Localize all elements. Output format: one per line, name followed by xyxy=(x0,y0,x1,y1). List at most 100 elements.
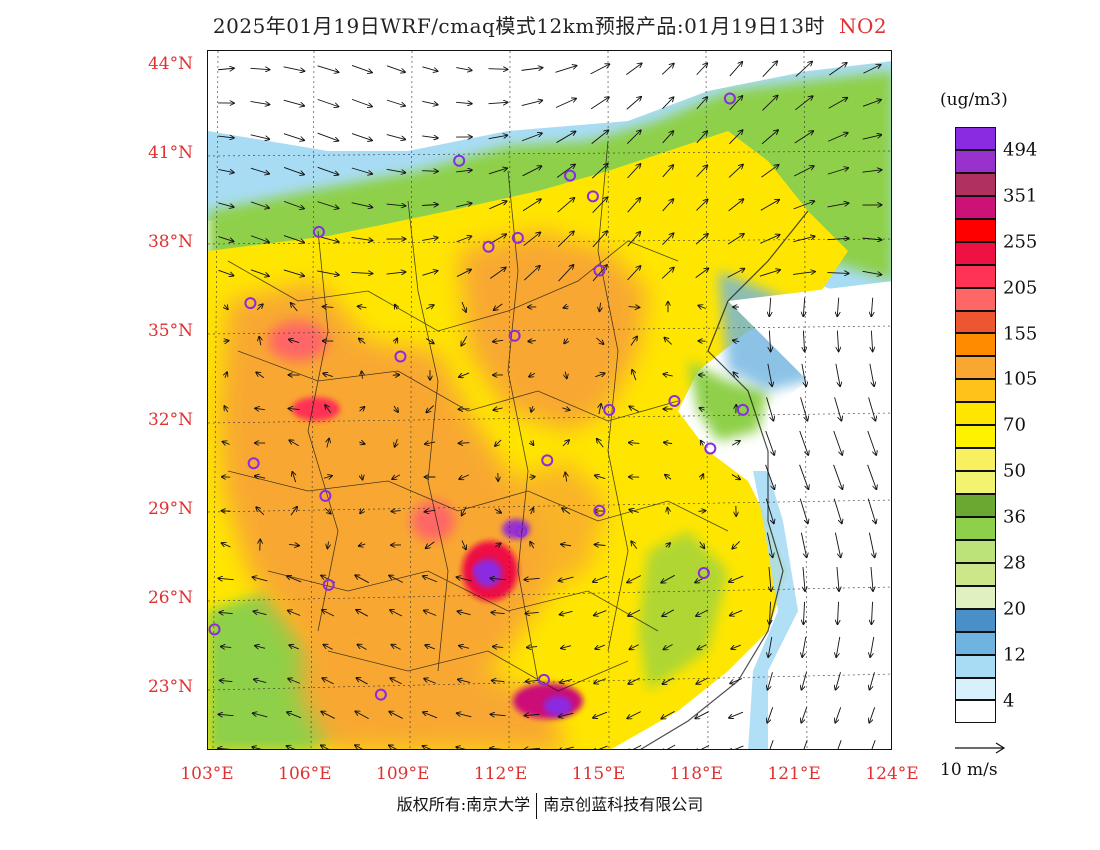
legend-swatch xyxy=(955,539,996,563)
wind-arrow xyxy=(357,645,367,650)
wind-arrow xyxy=(699,541,705,548)
wind-arrow xyxy=(729,745,744,749)
wind-arrow xyxy=(222,543,231,547)
legend-tick-label: 155 xyxy=(1003,323,1038,345)
wind-arrow xyxy=(595,475,606,478)
wind-arrow xyxy=(800,532,806,558)
legend-swatch xyxy=(955,631,996,655)
wind-arrow xyxy=(699,408,705,410)
wind-arrow xyxy=(665,475,672,480)
legend-swatch xyxy=(955,310,996,334)
wind-arrow xyxy=(731,644,741,649)
wind-arrow xyxy=(290,507,297,516)
wind-arrow xyxy=(321,712,335,719)
wind-arrow xyxy=(491,612,505,613)
wind-arrow xyxy=(799,430,808,455)
wind-arrow xyxy=(827,273,848,274)
wind-arrow xyxy=(458,611,471,616)
wind-arrow xyxy=(283,66,305,71)
wind-arrow xyxy=(322,610,335,617)
wind-arrow xyxy=(386,272,406,274)
wind-arrow xyxy=(494,303,503,310)
wind-arrow xyxy=(422,271,437,276)
wind-arrow xyxy=(827,238,848,239)
wind-arrow xyxy=(769,740,774,749)
legend-swatch xyxy=(955,379,996,403)
latitude-tick-label: 44°N xyxy=(147,53,193,74)
wind-arrow xyxy=(250,235,269,243)
wind-arrow xyxy=(727,234,744,245)
wind-arrow xyxy=(289,408,300,409)
wind-arrow xyxy=(558,265,574,282)
wind-arrow xyxy=(555,66,577,73)
wind-arrow xyxy=(591,164,608,179)
wind-arrow xyxy=(359,544,366,546)
wind-arrow xyxy=(794,131,813,144)
province-boundary xyxy=(507,170,539,682)
legend-unit: (ug/m3) xyxy=(940,90,1008,110)
wind-arrow xyxy=(696,677,708,684)
wind-arrow xyxy=(423,712,438,719)
wind-arrow xyxy=(829,63,846,76)
wind-arrow xyxy=(317,201,339,209)
wind-arrow xyxy=(697,644,707,650)
wind-arrow xyxy=(667,508,668,515)
wind-arrow xyxy=(564,339,568,344)
legend-tick-label: 20 xyxy=(1003,598,1026,620)
wind-arrow xyxy=(390,610,403,617)
wind-arrow xyxy=(527,647,538,648)
legend-swatch xyxy=(955,241,996,265)
wind-arrow xyxy=(425,510,436,512)
wind-arrow xyxy=(250,101,270,104)
wind-arrow xyxy=(803,297,804,316)
wind-arrow xyxy=(250,68,269,69)
wind-arrow xyxy=(833,430,842,455)
wind-arrow xyxy=(288,679,301,684)
wind-arrow xyxy=(793,166,814,177)
wind-arrow xyxy=(565,371,567,379)
wind-arrow xyxy=(461,540,466,550)
wind-arrow xyxy=(862,100,881,107)
wind-arrow xyxy=(495,439,502,446)
wind-arrow xyxy=(287,576,302,583)
legend-swatch xyxy=(955,654,996,678)
wind-arrow xyxy=(488,135,508,140)
wind-arrow xyxy=(317,166,339,174)
wind-arrow xyxy=(493,340,504,341)
legend-swatch xyxy=(955,585,996,609)
wind-arrow xyxy=(559,712,574,717)
wind-arrow xyxy=(560,611,573,614)
wind-arrow xyxy=(730,610,743,615)
wind-arrow xyxy=(560,679,573,682)
wind-arrow xyxy=(834,397,842,420)
wind-arrow xyxy=(561,544,572,545)
wind-arrow xyxy=(793,272,815,275)
wind-arrow xyxy=(867,464,877,489)
wind-arrow xyxy=(661,710,675,718)
city-marker xyxy=(564,169,577,182)
wind-arrow xyxy=(457,577,472,582)
wind-arrow xyxy=(225,372,227,378)
wind-arrow xyxy=(730,678,743,684)
wind-arrow xyxy=(490,267,505,279)
legend-swatch xyxy=(955,287,996,311)
legend-tick-label: 255 xyxy=(1003,231,1038,253)
province-boundary xyxy=(327,650,629,692)
wind-arrow xyxy=(662,131,674,144)
wind-arrow xyxy=(867,430,876,455)
wind-arrow xyxy=(590,64,610,75)
wind-arrow xyxy=(837,297,838,316)
city-marker xyxy=(736,403,749,416)
wind-arrow xyxy=(530,441,533,445)
wind-arrow xyxy=(833,464,843,489)
orange-core-west xyxy=(218,281,548,711)
wind-arrow xyxy=(802,636,807,657)
wind-arrow xyxy=(629,510,639,513)
legend-swatch xyxy=(955,356,996,380)
city-marker xyxy=(723,92,736,105)
city-marker xyxy=(472,564,485,577)
wind-arrow xyxy=(803,330,804,352)
wind-arrow xyxy=(695,711,709,719)
wind-arrow xyxy=(695,268,709,278)
gridline-lat xyxy=(208,499,891,513)
